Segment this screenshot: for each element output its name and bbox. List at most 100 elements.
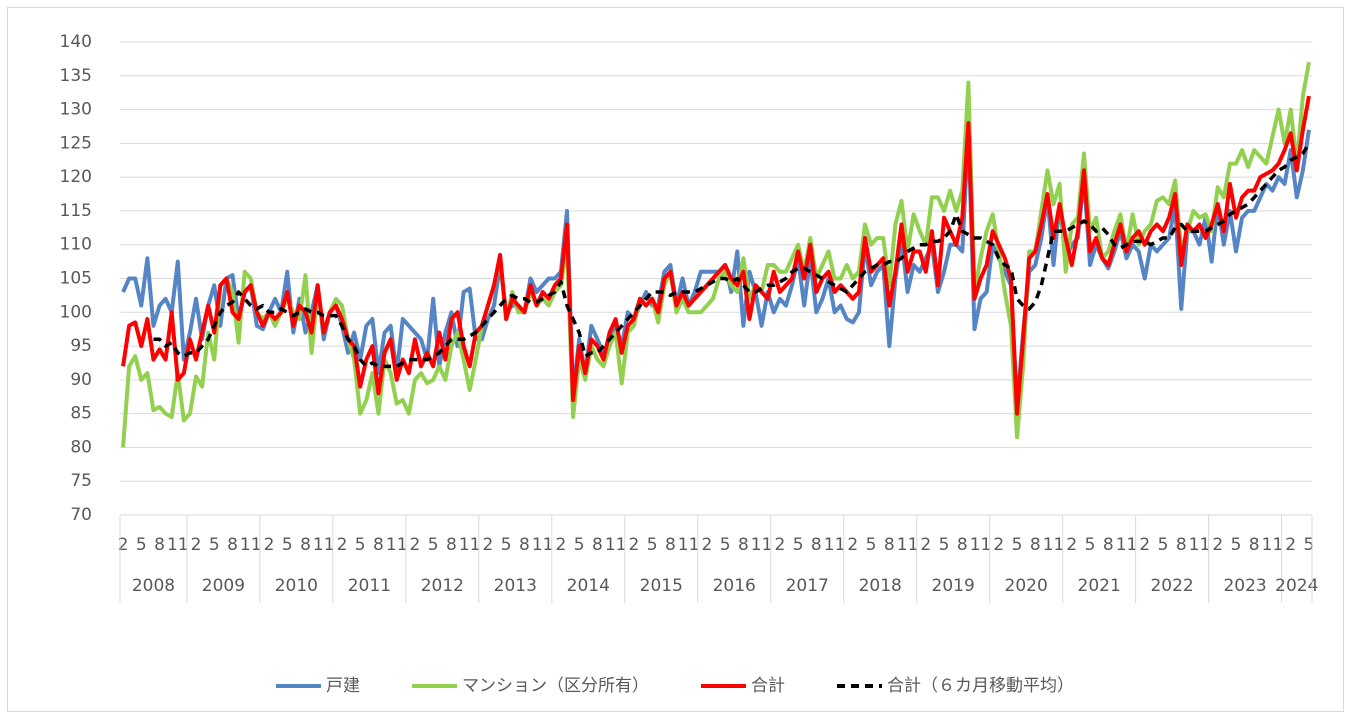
x-tick-label: 2: [1212, 535, 1223, 555]
x-tick-label: 2: [410, 535, 421, 555]
x-tick-label: 2: [774, 535, 785, 555]
y-tick-label: 90: [70, 370, 92, 390]
y-tick-label: 140: [60, 32, 92, 52]
y-tick-label: 105: [60, 269, 92, 289]
x-tick-label: 11: [1262, 535, 1284, 555]
x-tick-label: 5: [866, 535, 877, 555]
x-tick-label: 2: [847, 535, 858, 555]
x-tick-label: 11: [1116, 535, 1138, 555]
x-tick-label: 5: [1158, 535, 1169, 555]
x-tick-label: 8: [373, 535, 384, 555]
x-tick-label: 5: [647, 535, 658, 555]
x-group-label: 2014: [567, 576, 610, 596]
y-tick-label: 70: [70, 505, 92, 525]
x-group-label: 2010: [275, 576, 318, 596]
x-tick-label: 2: [264, 535, 275, 555]
x-tick-label: 8: [446, 535, 457, 555]
x-group-label: 2016: [713, 576, 756, 596]
x-tick-label: 11: [459, 535, 481, 555]
x-tick-label: 5: [282, 535, 293, 555]
x-tick-label: 5: [428, 535, 439, 555]
x-tick-label: 8: [738, 535, 749, 555]
x-tick-label: 5: [1304, 535, 1315, 555]
y-tick-label: 125: [60, 133, 92, 153]
x-tick-label: 5: [501, 535, 512, 555]
y-tick-label: 120: [60, 167, 92, 187]
x-tick-label: 8: [1030, 535, 1041, 555]
x-group-label: 2011: [348, 576, 391, 596]
x-tick-label: 2: [993, 535, 1004, 555]
x-tick-label: 11: [167, 535, 189, 555]
legend-label: マンション（区分所有）: [462, 676, 649, 696]
x-tick-label: 11: [1189, 535, 1211, 555]
y-tick-label: 80: [70, 437, 92, 457]
x-tick-label: 5: [939, 535, 950, 555]
x-tick-label: 8: [1249, 535, 1260, 555]
x-tick-label: 2: [483, 535, 494, 555]
legend-label: 戸建: [326, 676, 360, 696]
x-tick-label: 5: [1231, 535, 1242, 555]
x-tick-label: 5: [720, 535, 731, 555]
x-tick-label: 5: [355, 535, 366, 555]
x-tick-label: 2: [1285, 535, 1296, 555]
x-group-label: 2017: [786, 576, 829, 596]
x-tick-label: 11: [897, 535, 919, 555]
x-tick-label: 2: [118, 535, 129, 555]
x-group-label: 2023: [1223, 576, 1266, 596]
x-tick-label: 11: [532, 535, 554, 555]
x-group-label: 2012: [421, 576, 464, 596]
x-tick-label: 2: [191, 535, 202, 555]
y-tick-label: 100: [60, 302, 92, 322]
x-tick-label: 8: [154, 535, 165, 555]
series-line: [121, 95, 1311, 416]
x-group-label: 2020: [1005, 576, 1048, 596]
x-tick-label: 8: [957, 535, 968, 555]
x-tick-label: 11: [313, 535, 335, 555]
x-tick-label: 11: [1043, 535, 1065, 555]
x-tick-label: 11: [751, 535, 773, 555]
x-tick-label: 2: [701, 535, 712, 555]
x-tick-label: 8: [811, 535, 822, 555]
x-group-label: 2019: [932, 576, 975, 596]
x-group-label: 2024: [1275, 576, 1318, 596]
x-group-label: 2018: [859, 576, 902, 596]
x-group-label: 2022: [1150, 576, 1193, 596]
y-tick-label: 115: [60, 201, 92, 221]
x-tick-label: 2: [628, 535, 639, 555]
x-tick-label: 2: [556, 535, 567, 555]
x-tick-label: 8: [519, 535, 530, 555]
chart-frame: [7, 7, 1344, 712]
x-group-label: 2009: [202, 576, 245, 596]
x-tick-label: 5: [1012, 535, 1023, 555]
x-tick-label: 5: [793, 535, 804, 555]
x-tick-label: 11: [240, 535, 262, 555]
x-group-label: 2021: [1078, 576, 1121, 596]
x-tick-label: 11: [824, 535, 846, 555]
y-tick-label: 75: [70, 471, 92, 491]
x-group-label: 2008: [132, 576, 175, 596]
y-tick-label: 95: [70, 336, 92, 356]
x-tick-label: 8: [884, 535, 895, 555]
x-tick-label: 5: [574, 535, 585, 555]
x-tick-label: 8: [300, 535, 311, 555]
x-tick-label: 11: [386, 535, 408, 555]
x-tick-label: 2: [920, 535, 931, 555]
y-tick-label: 135: [60, 66, 92, 86]
x-tick-label: 8: [1176, 535, 1187, 555]
x-tick-label: 8: [665, 535, 676, 555]
x-tick-label: 11: [678, 535, 700, 555]
x-tick-label: 5: [209, 535, 220, 555]
x-group-label: 2013: [494, 576, 537, 596]
x-tick-label: 8: [227, 535, 238, 555]
x-group-label: 2015: [640, 576, 683, 596]
x-tick-label: 5: [136, 535, 147, 555]
y-tick-label: 130: [60, 100, 92, 120]
y-tick-label: 85: [70, 404, 92, 424]
x-tick-label: 2: [337, 535, 348, 555]
legend-label: 合計: [751, 676, 785, 696]
x-tick-label: 8: [1103, 535, 1114, 555]
x-tick-label: 11: [605, 535, 627, 555]
x-tick-label: 8: [592, 535, 603, 555]
x-tick-label: 5: [1085, 535, 1096, 555]
